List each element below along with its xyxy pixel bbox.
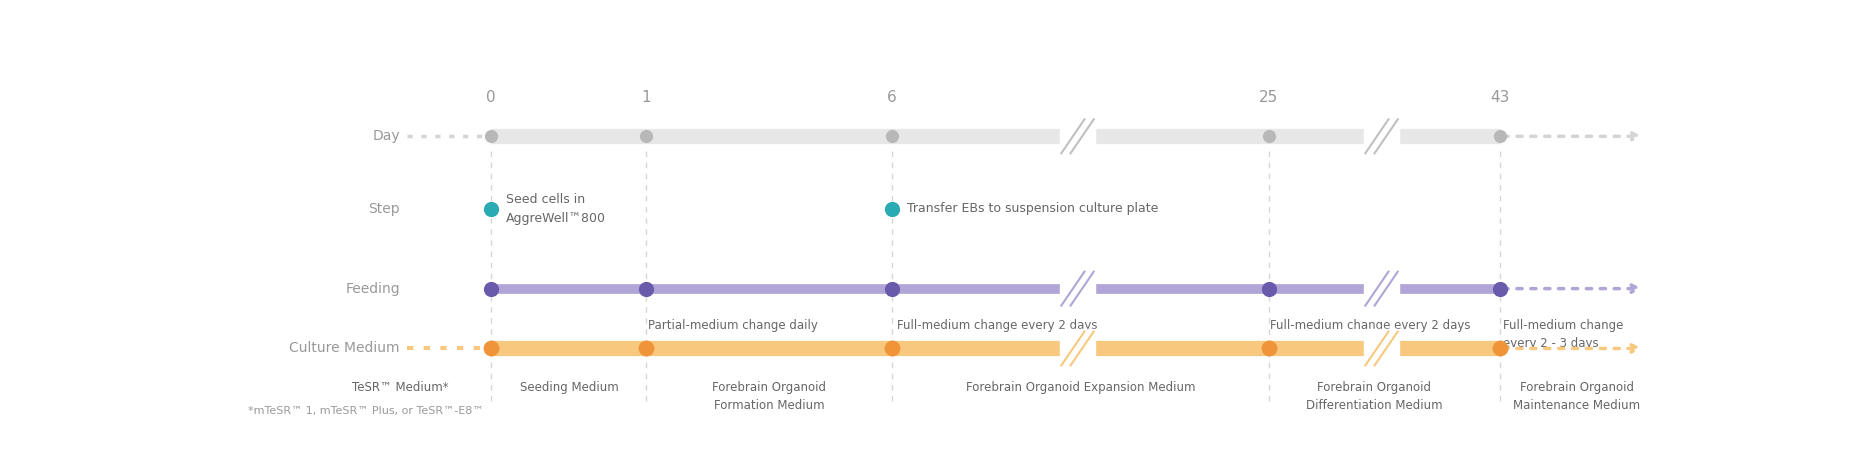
Text: *mTeSR™ 1, mTeSR™ Plus, or TeSR™-E8™: *mTeSR™ 1, mTeSR™ Plus, or TeSR™-E8™: [248, 406, 484, 415]
Point: [1253, 132, 1283, 140]
Point: [1485, 345, 1515, 352]
Text: Culture Medium: Culture Medium: [290, 341, 400, 356]
Point: [1253, 345, 1283, 352]
Text: 0: 0: [486, 90, 497, 106]
Polygon shape: [1364, 116, 1399, 156]
Text: Forebrain Organoid
Maintenance Medium: Forebrain Organoid Maintenance Medium: [1513, 381, 1640, 412]
Text: 6: 6: [887, 90, 897, 106]
Point: [476, 345, 506, 352]
Point: [1485, 132, 1515, 140]
Text: Full-medium change every 2 days: Full-medium change every 2 days: [897, 319, 1097, 333]
Text: 43: 43: [1491, 90, 1509, 106]
Point: [878, 205, 908, 212]
Point: [476, 205, 506, 212]
Point: [476, 132, 506, 140]
Text: Full-medium change
every 2 - 3 days: Full-medium change every 2 - 3 days: [1504, 319, 1623, 350]
Text: Forebrain Organoid
Formation Medium: Forebrain Organoid Formation Medium: [712, 381, 826, 412]
Polygon shape: [1061, 329, 1095, 368]
Text: Step: Step: [368, 202, 400, 216]
Point: [878, 285, 908, 292]
Point: [1485, 285, 1515, 292]
Polygon shape: [1061, 268, 1095, 309]
Polygon shape: [1061, 116, 1095, 156]
Text: Forebrain Organoid Expansion Medium: Forebrain Organoid Expansion Medium: [966, 381, 1196, 394]
Point: [631, 132, 661, 140]
Point: [878, 345, 908, 352]
Text: Seed cells in
AggreWell™800: Seed cells in AggreWell™800: [506, 193, 605, 225]
Text: 25: 25: [1259, 90, 1278, 106]
Point: [878, 132, 908, 140]
Text: 1: 1: [641, 90, 650, 106]
Text: Partial-medium change daily: Partial-medium change daily: [648, 319, 818, 333]
Polygon shape: [1364, 329, 1399, 368]
Text: Full-medium change every 2 days: Full-medium change every 2 days: [1270, 319, 1470, 333]
Point: [631, 345, 661, 352]
Text: Forebrain Organoid
Differentiation Medium: Forebrain Organoid Differentiation Mediu…: [1306, 381, 1442, 412]
Text: Transfer EBs to suspension culture plate: Transfer EBs to suspension culture plate: [906, 203, 1158, 215]
Text: Day: Day: [372, 130, 400, 143]
Point: [476, 285, 506, 292]
Text: Seeding Medium: Seeding Medium: [519, 381, 618, 394]
Point: [1253, 285, 1283, 292]
Text: Feeding: Feeding: [346, 282, 400, 296]
Text: TeSR™ Medium*: TeSR™ Medium*: [351, 381, 448, 394]
Polygon shape: [1364, 268, 1399, 309]
Point: [631, 285, 661, 292]
